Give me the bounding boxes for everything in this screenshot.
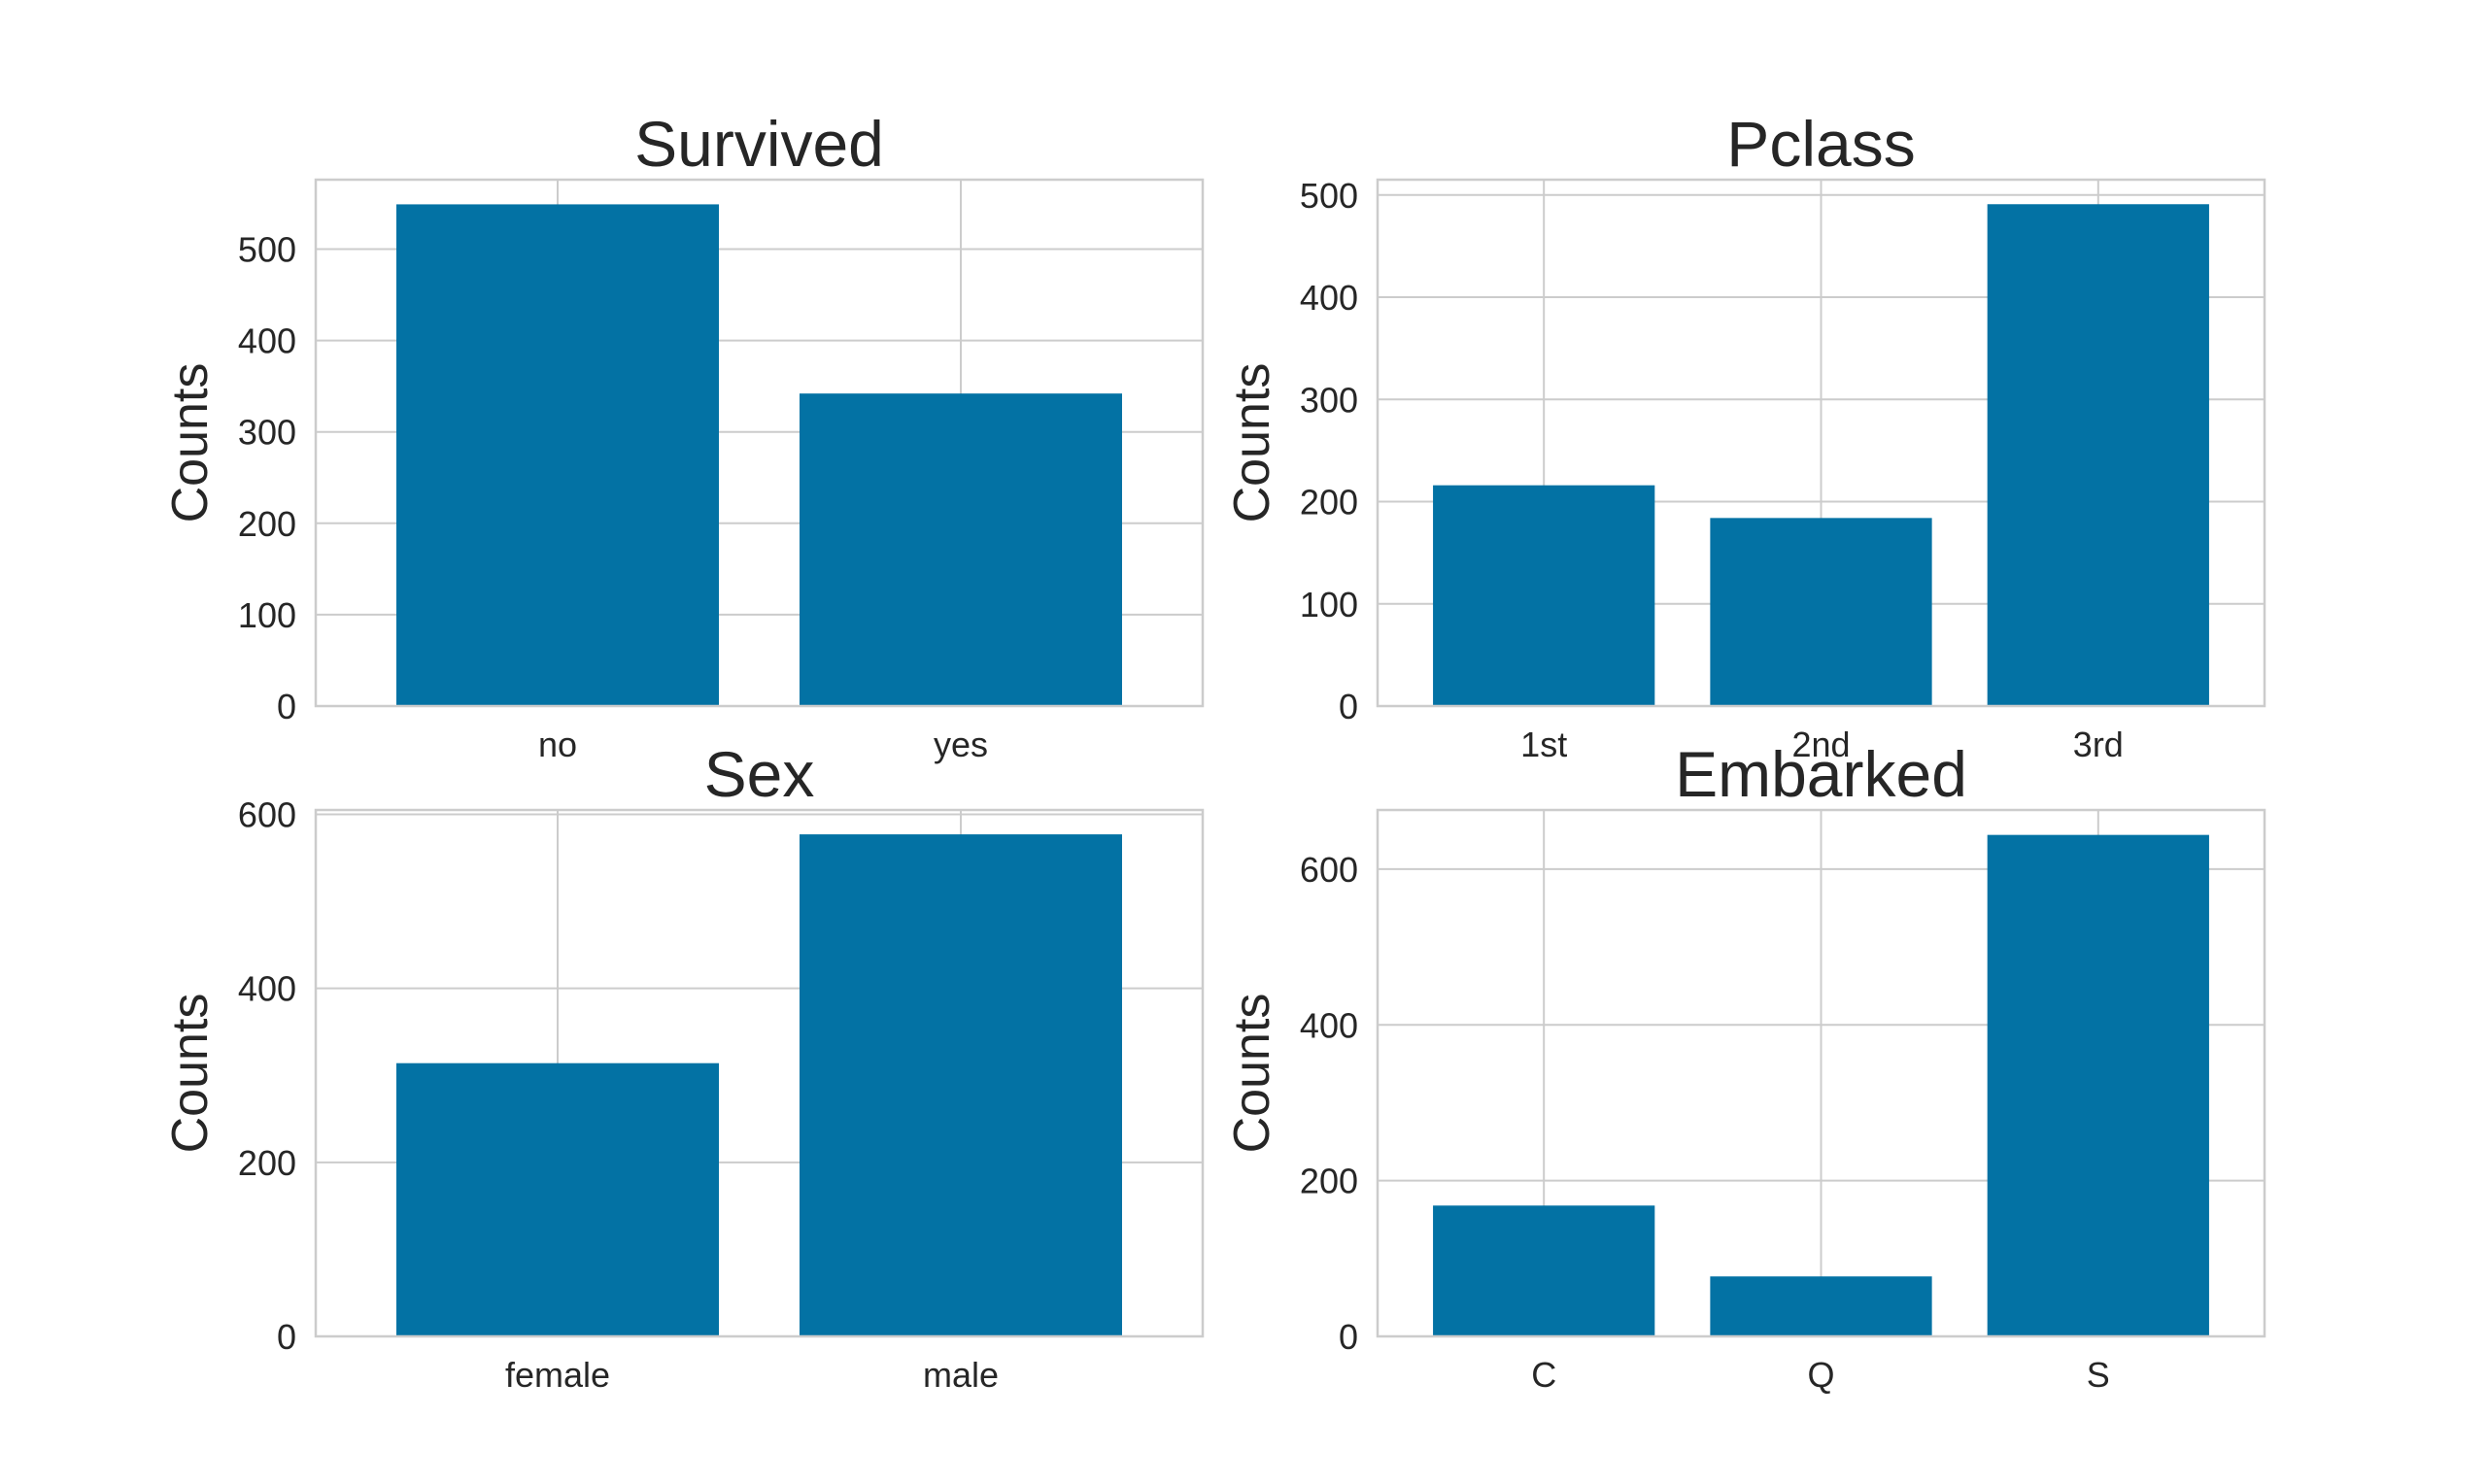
y-tick-label: 100 bbox=[1300, 585, 1358, 624]
x-tick-label: male bbox=[923, 1355, 999, 1395]
plot-frame bbox=[314, 808, 1205, 1338]
y-tick-label: 400 bbox=[1300, 1005, 1358, 1045]
subplot-1: 0 100 200 300 400 500 1st 2nd 3rd Counts Pclass bbox=[1224, 108, 2266, 764]
y-tick-label: 200 bbox=[238, 1143, 296, 1183]
bar-1st bbox=[1433, 485, 1655, 706]
bar-yes bbox=[800, 393, 1122, 706]
bar-no bbox=[396, 204, 719, 706]
y-tick-label: 200 bbox=[238, 504, 296, 544]
bar-C bbox=[1433, 1205, 1655, 1336]
x-tick-label: yes bbox=[934, 725, 988, 764]
y-tick-label: 600 bbox=[238, 794, 296, 834]
bar-male bbox=[800, 834, 1122, 1336]
bar-2nd bbox=[1710, 518, 1932, 706]
chart-title: Pclass bbox=[1726, 108, 1915, 180]
y-tick-label: 600 bbox=[1300, 850, 1358, 890]
chart-title: Sex bbox=[704, 738, 815, 810]
y-tick-label: 400 bbox=[238, 321, 296, 361]
chart-title: Survived bbox=[634, 108, 884, 180]
subplot-2: 0 200 400 600 female male Counts Sex bbox=[162, 738, 1205, 1395]
x-tick-label: Q bbox=[1807, 1355, 1834, 1395]
y-axis-label: Counts bbox=[162, 363, 219, 523]
y-tick-label: 200 bbox=[1300, 483, 1358, 523]
y-tick-label: 300 bbox=[1300, 380, 1358, 420]
y-axis-label: Counts bbox=[1224, 363, 1280, 523]
y-axis-label: Counts bbox=[1224, 994, 1280, 1154]
subplot-0: 0 100 200 300 400 500 no yes Counts Survived bbox=[162, 108, 1205, 764]
y-tick-label: 400 bbox=[1300, 278, 1358, 318]
chart-title: Embarked bbox=[1675, 738, 1967, 810]
bar-S bbox=[1987, 834, 2209, 1336]
y-tick-label: 500 bbox=[1300, 176, 1358, 216]
x-tick-label: 3rd bbox=[2073, 725, 2124, 764]
x-tick-label: no bbox=[538, 725, 577, 764]
y-tick-label: 0 bbox=[1339, 1317, 1358, 1357]
subplot-3: 0 200 400 600 C Q S Counts Embarked bbox=[1224, 738, 2266, 1395]
bar-Q bbox=[1710, 1276, 1932, 1336]
y-axis-label: Counts bbox=[162, 994, 219, 1154]
plot-frame bbox=[1376, 808, 2266, 1338]
plot-frame bbox=[1376, 178, 2266, 708]
y-tick-label: 0 bbox=[1339, 687, 1358, 726]
x-tick-label: C bbox=[1531, 1355, 1556, 1395]
y-tick-label: 100 bbox=[238, 595, 296, 635]
plot-frame bbox=[314, 178, 1205, 708]
x-tick-label: 1st bbox=[1520, 725, 1567, 764]
y-tick-label: 400 bbox=[238, 969, 296, 1009]
y-tick-label: 200 bbox=[1300, 1162, 1358, 1201]
x-tick-label: female bbox=[505, 1355, 610, 1395]
y-tick-label: 500 bbox=[238, 230, 296, 270]
y-tick-label: 0 bbox=[277, 687, 296, 726]
x-tick-label: S bbox=[2087, 1355, 2110, 1395]
bar-3rd bbox=[1987, 204, 2209, 707]
x-tick-label: 2nd bbox=[1791, 725, 1850, 764]
y-tick-label: 300 bbox=[238, 413, 296, 453]
y-tick-label: 0 bbox=[277, 1317, 296, 1357]
bar-female bbox=[396, 1062, 719, 1336]
